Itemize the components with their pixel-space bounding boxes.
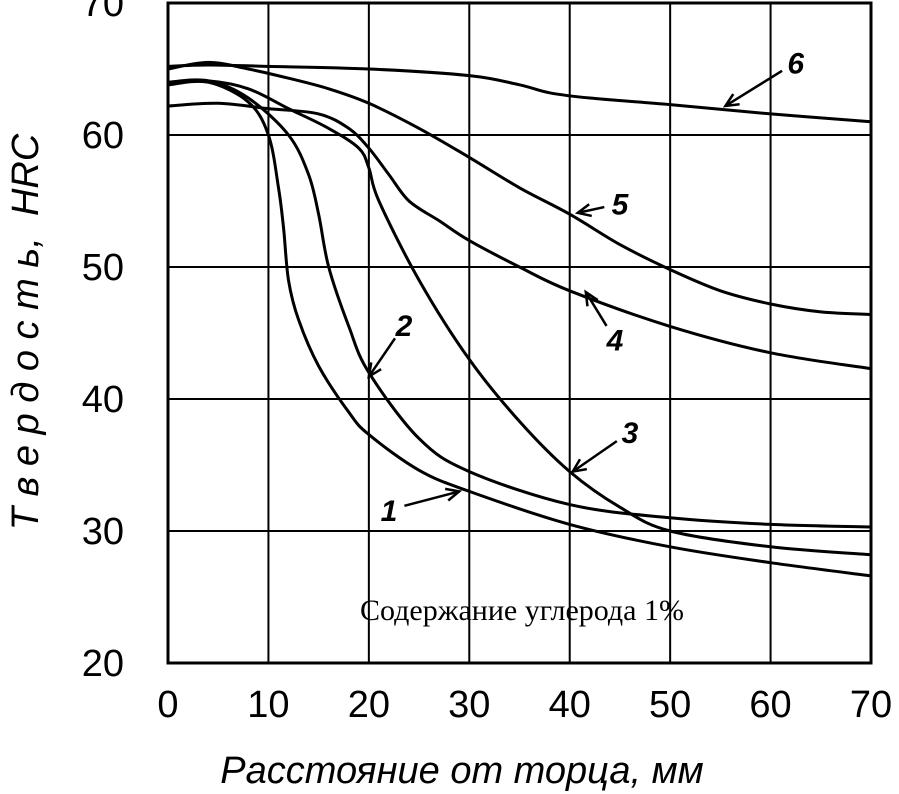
x-tick-label: 70 [850,684,892,726]
x-tick-label: 20 [348,684,390,726]
x-tick-label: 0 [157,684,178,726]
x-tick-label: 30 [448,684,490,726]
x-axis-title: Расстояние от торца, мм [220,750,703,792]
y-tick-label: 40 [82,379,124,421]
plot-frame [166,1,873,665]
y-tick-label: 50 [82,247,124,289]
carbon-content-annotation: Содержание углерода 1% [360,594,684,627]
label-arrow-1 [404,487,463,508]
label-arrow-5 [574,203,605,218]
series-line-4 [166,101,873,371]
label-arrow-2 [367,337,397,380]
curve-label-2: 2 [395,310,413,343]
series-line-3 [166,79,873,557]
series-line-1 [166,79,873,578]
curve-label-4: 4 [606,325,624,358]
curve-label-3: 3 [622,417,639,450]
y-tick-label: 20 [82,643,124,685]
x-tick-label: 10 [247,684,289,726]
y-axis-title: Т в е р д о с т ь, HRC [5,133,47,530]
curve-labels: 1 2 3 4 5 6 [381,47,805,527]
y-tick-labels: 20 30 40 50 60 70 [82,0,124,685]
series-line-5 [166,60,873,316]
plot-border [166,1,873,665]
label-arrows [367,69,783,508]
label-arrow-6 [722,69,783,108]
series-line-6 [166,63,873,124]
x-tick-labels: 0 10 20 30 40 50 60 70 [157,684,892,726]
label-arrow-3 [570,440,618,474]
y-tick-label: 60 [82,115,124,157]
curves [166,60,873,578]
label-arrow-4 [584,289,608,327]
series-line-2 [166,78,873,529]
curve-label-6: 6 [787,47,804,80]
x-tick-label: 50 [649,684,691,726]
x-tick-label: 40 [549,684,591,726]
x-tick-label: 60 [749,684,791,726]
y-tick-label: 70 [82,0,124,25]
y-tick-label: 30 [82,511,124,553]
curve-label-5: 5 [612,189,630,222]
curve-label-1: 1 [381,495,398,528]
